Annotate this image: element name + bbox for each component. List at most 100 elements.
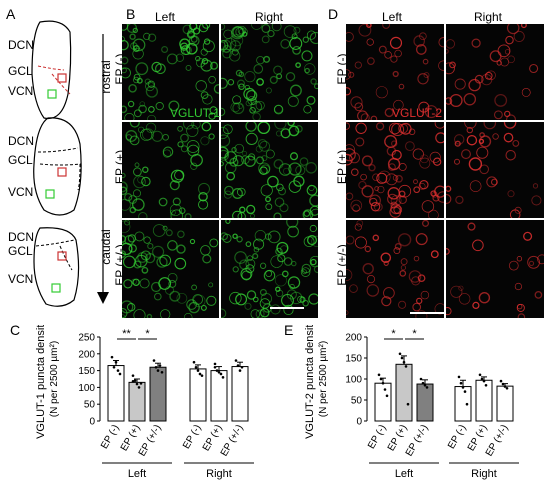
cell-puncta bbox=[283, 304, 294, 316]
cell-puncta bbox=[274, 274, 287, 287]
cell-puncta bbox=[366, 38, 374, 46]
data-point bbox=[194, 365, 198, 369]
data-point bbox=[135, 382, 139, 386]
cell-puncta bbox=[383, 260, 389, 266]
cell-puncta bbox=[186, 124, 199, 137]
cell-puncta bbox=[261, 35, 270, 44]
cell-puncta bbox=[231, 48, 239, 56]
y-tick-label: 100 bbox=[345, 375, 362, 386]
cell-puncta bbox=[156, 256, 168, 268]
cell-puncta bbox=[521, 88, 531, 97]
cell-puncta bbox=[162, 149, 172, 158]
cell-puncta bbox=[245, 241, 252, 247]
micrograph-texture bbox=[122, 220, 219, 318]
cell-puncta bbox=[281, 270, 289, 278]
cell-puncta bbox=[132, 76, 140, 84]
cell-puncta bbox=[446, 193, 452, 205]
data-point bbox=[131, 374, 135, 377]
roi-red-caudal bbox=[57, 251, 67, 261]
cell-puncta bbox=[454, 78, 466, 90]
data-point bbox=[383, 388, 387, 391]
cell-puncta bbox=[391, 140, 398, 147]
cell-puncta bbox=[514, 282, 522, 291]
cell-puncta bbox=[516, 256, 523, 262]
cell-puncta bbox=[346, 31, 354, 42]
cell-puncta bbox=[223, 37, 237, 51]
cell-puncta bbox=[129, 33, 136, 40]
panel-b-col-left: Left bbox=[155, 10, 176, 24]
cell-puncta bbox=[532, 183, 539, 189]
cell-puncta bbox=[435, 132, 444, 144]
cell-puncta bbox=[265, 149, 275, 159]
cell-puncta bbox=[358, 180, 367, 190]
cell-puncta bbox=[468, 78, 481, 92]
cell-puncta bbox=[225, 220, 231, 224]
cell-puncta bbox=[221, 39, 232, 53]
cell-puncta bbox=[305, 161, 317, 174]
cell-puncta bbox=[424, 105, 438, 119]
cell-puncta bbox=[269, 75, 278, 84]
cell-puncta bbox=[466, 126, 473, 134]
cell-puncta bbox=[531, 195, 542, 206]
cell-puncta bbox=[428, 209, 439, 218]
cell-puncta bbox=[468, 157, 483, 171]
cell-puncta bbox=[221, 146, 229, 159]
vglut1-image-grid bbox=[122, 24, 318, 318]
cell-puncta bbox=[433, 157, 442, 166]
cell-puncta bbox=[137, 175, 145, 184]
cell-puncta bbox=[514, 206, 522, 214]
cell-puncta bbox=[390, 195, 402, 206]
cell-puncta bbox=[497, 44, 511, 58]
cell-puncta bbox=[275, 130, 282, 137]
cell-puncta bbox=[122, 105, 128, 114]
cell-puncta bbox=[287, 122, 295, 127]
cell-puncta bbox=[423, 72, 430, 79]
y-tick-label: 250 bbox=[78, 333, 95, 344]
cell-puncta bbox=[390, 203, 402, 215]
cell-puncta bbox=[221, 107, 226, 117]
cell-puncta bbox=[176, 244, 186, 254]
data-point bbox=[112, 365, 116, 369]
cell-puncta bbox=[513, 30, 525, 42]
cell-puncta bbox=[438, 37, 444, 48]
cell-puncta bbox=[132, 48, 144, 60]
cell-puncta bbox=[418, 101, 430, 113]
cell-puncta bbox=[250, 98, 258, 106]
cell-puncta bbox=[245, 122, 257, 132]
cell-puncta bbox=[450, 285, 463, 298]
cell-puncta bbox=[484, 71, 493, 80]
cell-puncta bbox=[350, 168, 359, 177]
cell-puncta bbox=[250, 213, 255, 218]
cell-puncta bbox=[295, 62, 302, 68]
cell-puncta bbox=[400, 258, 408, 265]
region-label-gcl-1: GCL bbox=[8, 64, 33, 78]
cell-puncta bbox=[493, 110, 503, 120]
cell-puncta bbox=[275, 286, 281, 292]
data-point bbox=[116, 369, 120, 372]
cell-puncta bbox=[238, 27, 248, 37]
cell-puncta bbox=[299, 296, 306, 303]
micrograph-texture bbox=[122, 24, 219, 120]
panel-letter-a: A bbox=[6, 6, 16, 22]
cell-puncta bbox=[209, 238, 219, 248]
region-label-dcn-2: DCN bbox=[8, 134, 34, 148]
cell-puncta bbox=[378, 170, 391, 184]
cell-puncta bbox=[413, 186, 421, 194]
cell-puncta bbox=[419, 32, 427, 40]
cell-puncta bbox=[255, 100, 265, 111]
cell-puncta bbox=[229, 50, 241, 62]
cell-puncta bbox=[256, 156, 264, 165]
cell-puncta bbox=[255, 145, 263, 153]
cell-puncta bbox=[505, 35, 514, 45]
schematic-diagram bbox=[31, 20, 109, 307]
data-point bbox=[192, 360, 196, 364]
y-axis-label: VGLUT-1 puncta density bbox=[35, 325, 47, 439]
cell-puncta bbox=[349, 152, 360, 164]
significance-stars: ** bbox=[122, 328, 131, 340]
cell-puncta bbox=[166, 53, 178, 65]
cell-puncta bbox=[395, 174, 403, 183]
cell-puncta bbox=[128, 195, 138, 204]
micrograph-texture bbox=[221, 24, 318, 120]
cell-puncta bbox=[231, 147, 237, 153]
cell-puncta bbox=[186, 140, 200, 153]
